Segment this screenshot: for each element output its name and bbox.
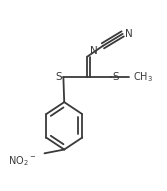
Text: S: S [113,73,119,83]
Text: N: N [90,46,98,56]
Text: N: N [125,29,133,39]
Text: CH$_3$: CH$_3$ [133,71,153,84]
Text: S: S [55,73,62,83]
Text: NO$_2$$^-$: NO$_2$$^-$ [8,154,36,168]
